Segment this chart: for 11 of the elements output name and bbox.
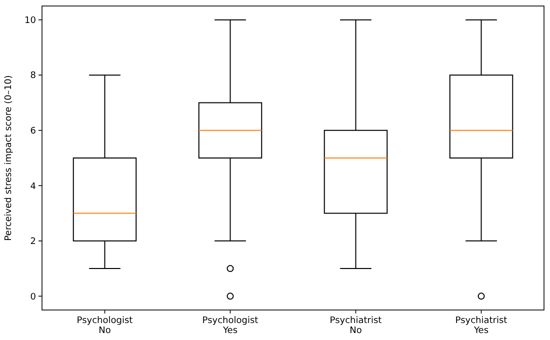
- y-axis-title: Perceived stress impact score (0–10): [4, 75, 14, 241]
- x-tick-label: Psychiatrist No: [330, 316, 382, 336]
- y-tick-label: 10: [24, 16, 36, 26]
- y-tick-label: 8: [30, 71, 36, 82]
- y-tick-label: 4: [30, 182, 36, 192]
- y-tick-label: 0: [30, 292, 36, 302]
- x-tick-label: Psychologist Yes: [202, 316, 259, 336]
- x-tick-label: Psychologist No: [76, 316, 134, 336]
- y-tick-label: 6: [30, 126, 36, 137]
- y-tick-label: 2: [30, 237, 36, 248]
- x-tick-label: Psychiatrist Yes: [455, 316, 508, 336]
